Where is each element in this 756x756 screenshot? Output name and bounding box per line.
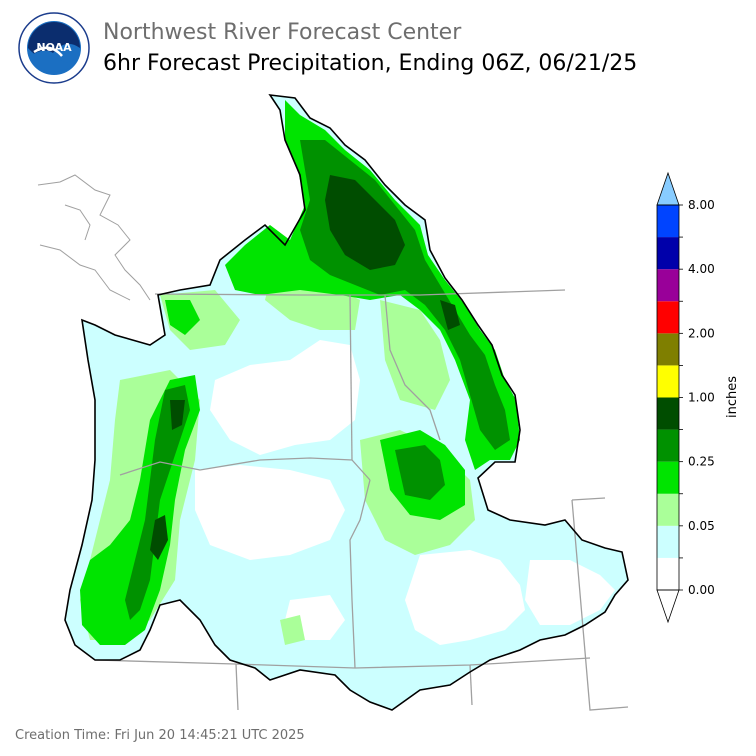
org-title: Northwest River Forecast Center	[103, 20, 462, 45]
colorbar-bin	[657, 429, 679, 462]
colorbar-top-arrow	[656, 171, 680, 206]
colorbar-bin	[657, 301, 679, 334]
colorbar-bottom-arrow	[656, 589, 680, 624]
colorbar-bin	[657, 365, 679, 398]
colorbar-bin	[657, 461, 679, 494]
noaa-logo: NOAA	[18, 12, 90, 84]
dark-green-areas	[150, 175, 460, 560]
colorbar-bin	[657, 557, 679, 590]
state-lines	[94, 289, 629, 711]
basin-outline	[64, 93, 629, 711]
colorbar-bin	[657, 493, 679, 526]
colorbar-unit: inches	[725, 376, 740, 418]
colorbar-bin	[657, 525, 679, 558]
precip-colorbar: 0.00 0.05 0.25 1.00 2.00 4.00 8.00 inches	[656, 171, 740, 624]
colorbar-bin	[657, 269, 679, 302]
colorbar-tick-label: 2.00	[688, 326, 715, 340]
colorbar-bin	[657, 397, 679, 430]
colorbar-tick-label: 0.00	[688, 583, 715, 597]
colorbar-tick-label: 0.25	[688, 455, 715, 469]
colorbar-tick-label: 4.00	[688, 262, 715, 276]
colorbar-ticks: 0.00 0.05 0.25 1.00 2.00 4.00 8.00	[679, 198, 715, 597]
colorbar-tick-label: 8.00	[688, 198, 715, 212]
colorbar-bin	[657, 205, 679, 238]
colorbar-tick-label: 1.00	[688, 391, 715, 405]
colorbar-bins	[656, 171, 680, 624]
colorbar-bin	[657, 237, 679, 270]
noaa-logo-text: NOAA	[36, 41, 72, 54]
colorbar-tick-label: 0.05	[688, 519, 715, 533]
dry-areas	[195, 340, 615, 645]
colorbar-bin	[657, 333, 679, 366]
product-title: 6hr Forecast Precipitation, Ending 06Z, …	[103, 51, 638, 76]
creation-time: Creation Time: Fri Jun 20 14:45:21 UTC 2…	[15, 728, 305, 743]
coastline-fragments	[37, 174, 151, 301]
